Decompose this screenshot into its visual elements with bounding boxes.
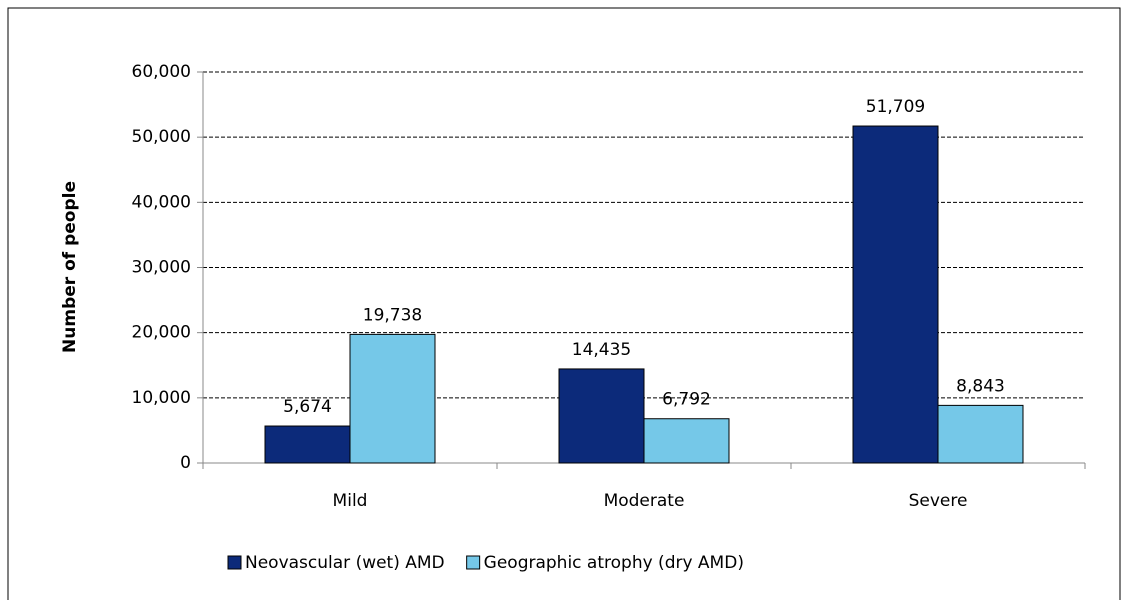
bar — [349, 333, 436, 464]
legend-swatch — [466, 555, 481, 570]
bar — [852, 125, 939, 464]
y-tick-label: 0 — [180, 453, 191, 473]
y-tick-label: 60,000 — [132, 62, 191, 82]
y-tick-label: 20,000 — [132, 323, 191, 343]
legend-label: Geographic atrophy (dry AMD) — [484, 553, 744, 573]
y-axis-label: Number of people — [60, 181, 80, 353]
value-label: 51,709 — [866, 97, 925, 117]
chart-frame — [7, 7, 1121, 604]
bar — [937, 404, 1024, 464]
value-label: 8,843 — [956, 376, 1005, 396]
x-tick-label: Mild — [333, 491, 368, 511]
x-tick-label: Moderate — [604, 491, 685, 511]
y-tick-label: 50,000 — [132, 127, 191, 147]
y-tick-label: 30,000 — [132, 258, 191, 278]
value-label: 19,738 — [363, 305, 422, 325]
legend-label: Neovascular (wet) AMD — [245, 553, 445, 573]
bar — [643, 418, 730, 464]
y-tick-label: 40,000 — [132, 192, 191, 212]
legend-swatch — [227, 555, 242, 570]
bar — [264, 425, 351, 464]
value-label: 5,674 — [283, 397, 332, 417]
bar — [558, 368, 645, 464]
y-tick-label: 10,000 — [132, 388, 191, 408]
x-tick-label: Severe — [909, 491, 968, 511]
value-label: 6,792 — [662, 390, 711, 410]
value-label: 14,435 — [572, 340, 631, 360]
